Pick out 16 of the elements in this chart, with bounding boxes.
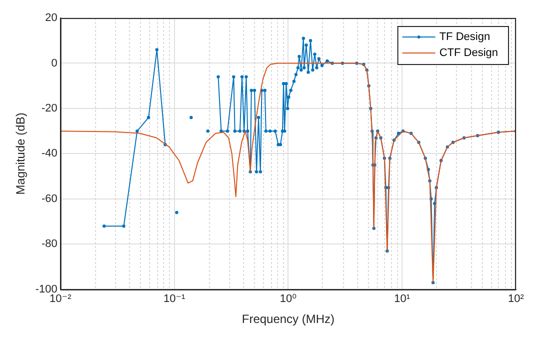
y-tick-label: -40 [42,148,58,160]
y-tick-label: 20 [45,12,58,24]
y-tick-label: -80 [42,238,58,250]
y-tick-label: -60 [42,192,58,205]
x-tick-label: 10⁻² [50,293,72,306]
y-tick-label: -100 [35,283,58,296]
y-tick-label: 0 [51,57,58,70]
x-tick-label: 10² [508,293,524,306]
x-tick-label: 10⁰ [280,293,298,306]
x-tick-label: 10¹ [394,293,410,306]
y-tick-label: -20 [42,102,58,114]
y-axis-title: Magnitude (dB) [14,112,28,195]
legend-label: TF Design [439,31,490,44]
x-tick-label: 10⁻¹ [163,293,186,306]
x-axis-title: Frequency (MHz) [242,312,335,326]
legend-label: CTF Design [439,47,498,60]
